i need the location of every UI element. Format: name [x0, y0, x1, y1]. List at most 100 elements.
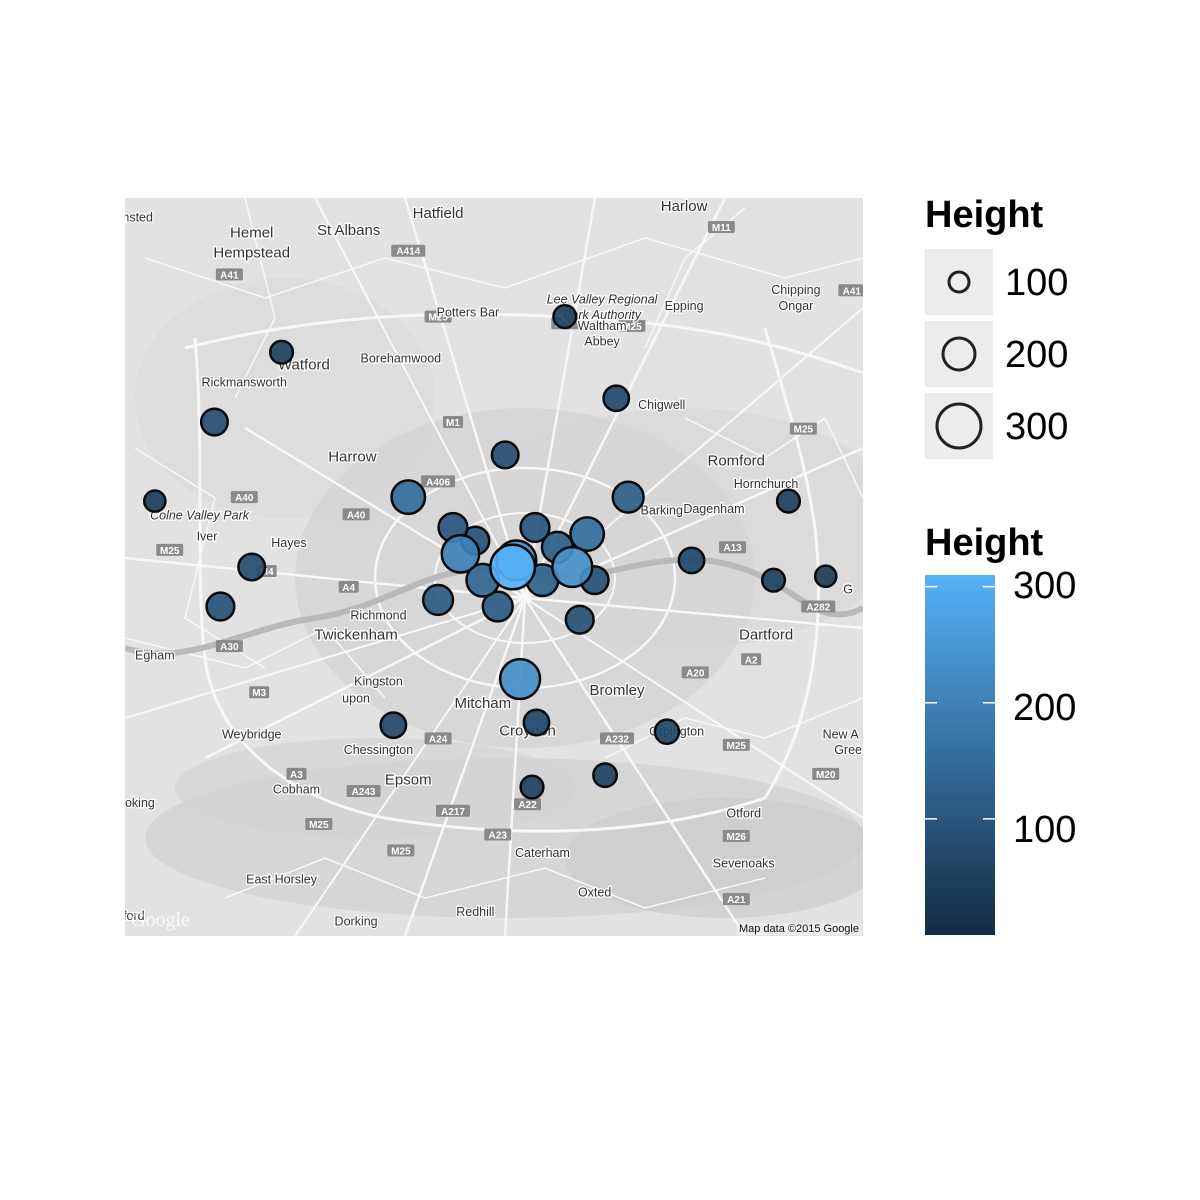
colorbar-label-300: 300 — [1013, 565, 1077, 607]
road-shield: M25 — [156, 543, 184, 557]
road-shield-label: A30 — [220, 642, 239, 653]
road-shield-label: M1 — [446, 418, 460, 429]
road-shield-label: A40 — [347, 510, 366, 521]
place-label: Otford — [726, 806, 761, 820]
map-panel[interactable]: A41 A414 M11 M25 M25 M25 A41 M25 A406 A40 A40 M25 M4… — [125, 198, 863, 936]
data-point — [237, 552, 267, 582]
road-shield: M25 — [387, 844, 415, 857]
data-point — [551, 545, 594, 589]
place-label: St Albans — [317, 222, 380, 239]
place-label: Weybridge — [222, 727, 282, 741]
road-shield-label: M25 — [160, 546, 180, 557]
size-legend-label-100: 100 — [1005, 262, 1069, 304]
road-shield-label: A243 — [352, 787, 376, 798]
road-shield-label: A2 — [745, 655, 758, 666]
data-point — [760, 567, 787, 593]
map-canvas[interactable]: A41 A414 M11 M25 M25 M25 A41 M25 A406 A40 A40 M25 M4… — [125, 198, 863, 936]
road-shield-label: A414 — [396, 247, 420, 258]
place-label: Harlow — [661, 198, 708, 215]
data-point — [552, 304, 578, 330]
data-point — [775, 488, 802, 514]
google-watermark: Google — [131, 909, 190, 931]
data-point — [205, 591, 236, 622]
data-point — [421, 583, 455, 617]
road-shield-label: A40 — [235, 493, 254, 504]
road-shield-label: A41 — [220, 270, 239, 281]
road-shield: A40 — [230, 491, 258, 504]
data-point — [653, 718, 681, 746]
road-shield-label: A217 — [441, 807, 465, 818]
road-shield: A232 — [600, 732, 634, 745]
road-shield-label: A3 — [290, 770, 303, 781]
data-point — [268, 339, 295, 365]
place-label: Sevenoaks — [713, 856, 775, 870]
road-shield: M25 — [424, 310, 452, 324]
size-legend-label-200: 200 — [1005, 334, 1069, 376]
colorbar-label-100: 100 — [1013, 809, 1077, 851]
data-point — [199, 407, 229, 437]
data-points — [142, 304, 838, 800]
road-shield: A217 — [436, 804, 470, 818]
data-point — [390, 479, 427, 516]
road-shield: M25 — [305, 817, 333, 831]
place-label: Barking — [641, 503, 683, 517]
data-point — [522, 708, 551, 737]
data-point — [677, 546, 706, 575]
place-label: Ongar — [779, 299, 814, 313]
road-shield: A40 — [342, 508, 370, 521]
road-shield-label: A24 — [429, 734, 448, 745]
place-label: New A — [823, 727, 860, 741]
place-label: Chipping — [771, 283, 820, 297]
place-label: Hempstead — [213, 244, 290, 261]
place-label: amsted — [125, 211, 153, 225]
map-attribution: Map data ©2015 Google — [736, 923, 861, 935]
road-shields: A41 A414 M11 M25 M25 M25 A41 M25 A406 A40 A40 M25 M4… — [156, 220, 863, 906]
data-point — [813, 564, 838, 589]
place-label: Mitcham — [454, 695, 511, 712]
size-legend-title: Height — [925, 194, 1044, 236]
road-shield: A20 — [681, 666, 709, 679]
road-shield: A414 — [391, 244, 426, 258]
size-legend-key-200 — [925, 321, 993, 387]
place-label: Hemel — [230, 225, 273, 242]
place-label: Iver — [197, 530, 218, 544]
road-shield-label: A4 — [342, 583, 355, 594]
road-shield: A243 — [346, 785, 381, 798]
road-shield: A3 — [286, 767, 307, 781]
place-label: Richmond — [350, 609, 406, 623]
place-label: Waltham — [578, 319, 627, 333]
data-point — [519, 511, 551, 544]
road-shield: A41 — [838, 284, 863, 297]
place-label: Dartford — [739, 626, 793, 643]
road-shield-label: A232 — [605, 734, 629, 745]
road-shield: M11 — [707, 220, 735, 234]
road-shield-label: M4 — [260, 567, 274, 578]
road-shield-label: A41 — [843, 286, 862, 297]
place-label: Bromley — [589, 682, 645, 699]
road-shield-label: M26 — [727, 832, 747, 843]
road-shield-label: A282 — [806, 603, 830, 614]
road-shield: A406 — [421, 475, 456, 488]
road-shield-label: M25 — [622, 322, 642, 333]
road-shield-label: M3 — [252, 688, 266, 699]
colorbar — [925, 575, 995, 935]
place-label: Abbey — [584, 335, 620, 349]
road-shield: A282 — [801, 600, 836, 614]
data-point — [602, 384, 631, 413]
data-point — [440, 533, 481, 574]
road-shield: A41 — [215, 268, 243, 281]
road-shield: A2 — [741, 653, 762, 666]
place-label: Chigwell — [638, 398, 685, 412]
place-label: Dorking — [335, 914, 378, 928]
road-shield: A30 — [215, 640, 243, 653]
place-label: Cobham — [273, 783, 320, 797]
data-point — [142, 489, 167, 513]
place-label: Hatfield — [413, 205, 464, 222]
road-shield: M20 — [812, 767, 840, 781]
data-point — [490, 440, 520, 470]
size-legend-key-100 — [925, 249, 993, 315]
data-point — [481, 590, 514, 623]
data-point — [519, 774, 545, 800]
place-label: Caterham — [515, 846, 570, 860]
road-shield: M25 — [618, 319, 646, 333]
